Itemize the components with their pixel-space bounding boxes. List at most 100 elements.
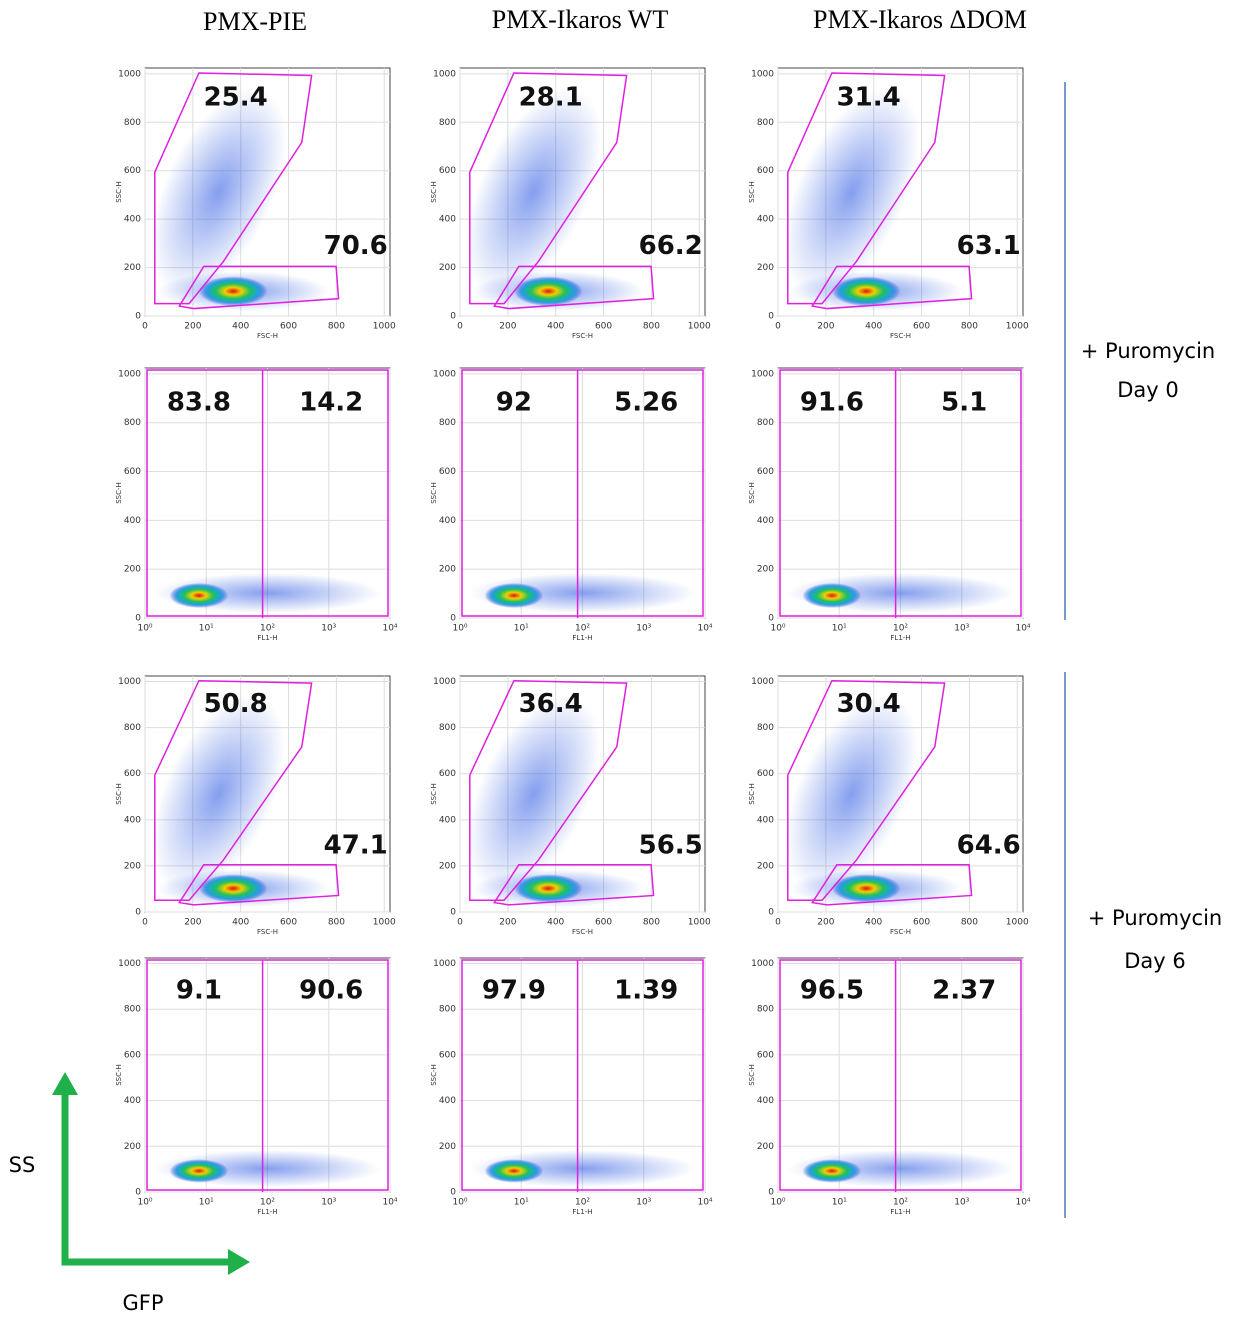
gate-value: 31.4 [837,82,901,112]
density [802,583,862,608]
y-axis-label: SSC-H [430,783,438,805]
axis-legend: GFP [122,1291,163,1315]
gate [779,369,1022,617]
axis-legend: SS [9,1153,36,1177]
x-tick-label: 10² [260,1198,275,1208]
x-axis-label: FL1-H [572,634,592,642]
panel: 10⁰ 10¹ 10² 10³ 10⁴ 0 200 400 600 800 1000 FL1-H SSC… [430,957,713,1216]
column-title: PMX-PIE [203,7,307,36]
y-tick-label: 200 [439,263,456,273]
y-tick-label: 400 [124,215,141,225]
x-tick-label: 10³ [321,1198,336,1208]
y-tick-label: 800 [757,118,774,128]
y-tick-label: 400 [757,215,774,225]
x-tick-label: 1000 [688,322,711,332]
x-tick-label: 10⁰ [137,1198,152,1208]
y-tick-label: 600 [757,166,774,176]
gate-value: 5.26 [614,388,678,418]
x-tick-label: 0 [775,322,781,332]
y-tick-label: 800 [757,418,774,428]
x-tick-label: 600 [595,918,612,928]
y-axis-label: SSC-H [430,482,438,504]
y-tick-label: 600 [439,467,456,477]
y-tick-label: 0 [450,312,456,322]
gate-value: 64.6 [957,830,1021,860]
y-tick-label: 800 [439,418,456,428]
gate-value: 63.1 [957,231,1021,261]
y-tick-label: 800 [124,723,141,733]
gate [811,265,973,310]
panel: 10⁰ 10¹ 10² 10³ 10⁴ 0 200 400 600 800 1000 FL1-H SSC… [430,367,713,642]
density [802,1159,862,1183]
x-tick-label: 10² [575,624,590,634]
y-tick-label: 0 [450,614,456,624]
event-cloud [783,88,920,296]
event-cloud [465,88,602,296]
x-axis-label: FSC-H [890,928,911,936]
gate [154,72,313,305]
gate-value: 9.1 [176,975,222,1005]
panel: 0 200 400 600 800 1000 0 200 400 600 800 1000 FSC-H S… [430,67,711,340]
y-tick-label: 800 [124,418,141,428]
y-axis-label: SSC-H [115,783,123,805]
x-tick-label: 400 [232,322,249,332]
gate-value: 36.4 [519,689,583,719]
x-tick-label: 0 [142,918,148,928]
y-tick-label: 400 [757,516,774,526]
y-tick-label: 0 [768,614,774,624]
panel: 0 200 400 600 800 1000 0 200 400 600 800 1000 FSC-H S… [748,67,1029,340]
x-tick-label: 10⁴ [1015,1198,1030,1208]
x-tick-label: 10¹ [832,1198,847,1208]
y-tick-label: 600 [124,166,141,176]
gate [787,72,946,305]
gate-value: 30.4 [837,689,901,719]
gate [811,864,973,906]
x-tick-label: 10² [260,624,275,634]
x-tick-label: 10³ [321,624,336,634]
gate-value: 50.8 [204,689,268,719]
y-tick-label: 0 [135,908,141,918]
y-tick-label: 600 [124,467,141,477]
y-tick-label: 200 [124,1142,141,1152]
x-tick-label: 10⁰ [137,624,152,634]
x-tick-label: 0 [457,322,463,332]
gate [493,864,655,906]
y-tick-label: 400 [757,1096,774,1106]
event-cloud [467,695,600,893]
y-tick-label: 800 [439,118,456,128]
gate-value: 47.1 [324,830,388,860]
x-tick-label: 10⁴ [697,1198,712,1208]
x-tick-label: 10⁰ [770,624,785,634]
y-tick-label: 600 [757,467,774,477]
column-title: PMX-Ikaros WT [492,5,669,34]
y-tick-label: 0 [450,1188,456,1198]
y-tick-label: 1000 [118,959,141,969]
x-tick-label: 600 [913,322,930,332]
panel: 0 200 400 600 800 1000 0 200 400 600 800 1000 FSC-H S… [430,675,711,936]
gate-value: 56.5 [639,830,703,860]
y-tick-label: 0 [768,312,774,322]
gate [779,959,1022,1191]
gate [178,864,340,906]
arrow-head [52,1072,78,1095]
x-tick-label: 10⁰ [452,1198,467,1208]
x-tick-label: 1000 [688,918,711,928]
panel: 10⁰ 10¹ 10² 10³ 10⁴ 0 200 400 600 800 1000 FL1-H SSC… [748,957,1031,1216]
arrow-head [228,1249,250,1275]
x-tick-label: 600 [280,322,297,332]
panel: 10⁰ 10¹ 10² 10³ 10⁴ 0 200 400 600 800 1000 FL1-H SSC… [115,957,398,1216]
gate-value: 92 [496,388,532,418]
x-tick-label: 800 [961,918,978,928]
event-cloud [152,695,285,893]
y-tick-label: 200 [757,565,774,575]
x-axis-label: FL1-H [257,634,277,642]
y-tick-label: 400 [439,1096,456,1106]
x-tick-label: 10⁴ [697,624,712,634]
y-tick-label: 1000 [433,677,456,687]
density [513,874,583,903]
x-tick-label: 10¹ [832,624,847,634]
x-tick-label: 600 [595,322,612,332]
x-tick-label: 400 [232,918,249,928]
gate [787,679,946,901]
density [513,276,583,307]
